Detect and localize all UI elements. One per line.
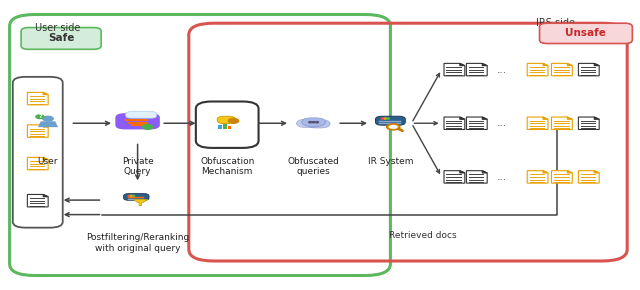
- Circle shape: [312, 122, 315, 123]
- Text: Postfiltering/Reranking
with original query: Postfiltering/Reranking with original qu…: [86, 233, 189, 253]
- Circle shape: [143, 125, 153, 129]
- Polygon shape: [467, 117, 487, 129]
- Polygon shape: [460, 117, 465, 119]
- Polygon shape: [527, 117, 548, 129]
- Circle shape: [389, 125, 397, 129]
- Text: ...: ...: [497, 118, 508, 128]
- Circle shape: [387, 118, 389, 119]
- FancyBboxPatch shape: [125, 112, 157, 118]
- Polygon shape: [444, 117, 465, 129]
- Polygon shape: [579, 64, 599, 76]
- Circle shape: [316, 122, 319, 123]
- FancyBboxPatch shape: [302, 118, 325, 126]
- Circle shape: [308, 122, 312, 123]
- Text: Unsafe: Unsafe: [566, 28, 606, 38]
- Circle shape: [131, 195, 132, 196]
- Text: IRS side: IRS side: [536, 18, 575, 28]
- Polygon shape: [28, 125, 48, 137]
- Polygon shape: [552, 64, 572, 76]
- Text: ...: ...: [497, 172, 508, 182]
- Polygon shape: [567, 171, 572, 173]
- Text: ...: ...: [497, 65, 508, 75]
- FancyBboxPatch shape: [217, 116, 236, 124]
- Polygon shape: [527, 171, 548, 183]
- Polygon shape: [467, 64, 487, 76]
- Circle shape: [384, 118, 387, 119]
- Circle shape: [132, 195, 134, 196]
- Polygon shape: [552, 171, 572, 183]
- Polygon shape: [543, 64, 548, 66]
- Text: User: User: [38, 157, 58, 166]
- FancyBboxPatch shape: [307, 119, 330, 128]
- Polygon shape: [38, 121, 58, 127]
- Polygon shape: [444, 171, 465, 183]
- Polygon shape: [543, 171, 548, 173]
- Polygon shape: [43, 125, 48, 127]
- Polygon shape: [552, 117, 572, 129]
- Polygon shape: [43, 93, 48, 95]
- Text: IR System: IR System: [367, 157, 413, 166]
- Polygon shape: [444, 64, 465, 76]
- Circle shape: [36, 115, 44, 119]
- Polygon shape: [482, 171, 487, 173]
- Circle shape: [43, 116, 53, 121]
- FancyBboxPatch shape: [115, 113, 160, 129]
- Polygon shape: [28, 195, 48, 207]
- Polygon shape: [28, 157, 48, 170]
- FancyBboxPatch shape: [296, 119, 320, 128]
- Polygon shape: [28, 93, 48, 105]
- Polygon shape: [482, 64, 487, 66]
- Polygon shape: [460, 171, 465, 173]
- FancyBboxPatch shape: [540, 23, 632, 44]
- Polygon shape: [567, 117, 572, 119]
- Text: Obfuscation
Mechanism: Obfuscation Mechanism: [200, 157, 254, 176]
- Polygon shape: [594, 171, 599, 173]
- Polygon shape: [482, 117, 487, 119]
- FancyBboxPatch shape: [13, 77, 63, 228]
- Polygon shape: [579, 117, 599, 129]
- Bar: [223, 124, 227, 129]
- Text: Safe: Safe: [48, 33, 74, 44]
- Text: Retrieved docs: Retrieved docs: [388, 231, 456, 240]
- Polygon shape: [460, 64, 465, 66]
- Polygon shape: [567, 64, 572, 66]
- Text: Private
Query: Private Query: [122, 157, 154, 176]
- Polygon shape: [467, 171, 487, 183]
- Polygon shape: [43, 157, 48, 160]
- Circle shape: [381, 118, 383, 119]
- Text: Obfuscated
queries: Obfuscated queries: [287, 157, 340, 176]
- Polygon shape: [543, 117, 548, 119]
- Text: User side: User side: [35, 23, 81, 33]
- Bar: [228, 126, 231, 129]
- Text: ?: ?: [38, 114, 42, 119]
- Polygon shape: [594, 64, 599, 66]
- Circle shape: [128, 195, 130, 196]
- Circle shape: [387, 124, 400, 130]
- Polygon shape: [133, 200, 148, 206]
- Polygon shape: [579, 171, 599, 183]
- Bar: [218, 126, 221, 129]
- FancyBboxPatch shape: [21, 28, 101, 49]
- Circle shape: [228, 119, 239, 123]
- FancyBboxPatch shape: [196, 102, 259, 148]
- Polygon shape: [43, 195, 48, 197]
- Polygon shape: [594, 117, 599, 119]
- FancyBboxPatch shape: [376, 116, 405, 125]
- Polygon shape: [527, 64, 548, 76]
- FancyBboxPatch shape: [124, 194, 149, 200]
